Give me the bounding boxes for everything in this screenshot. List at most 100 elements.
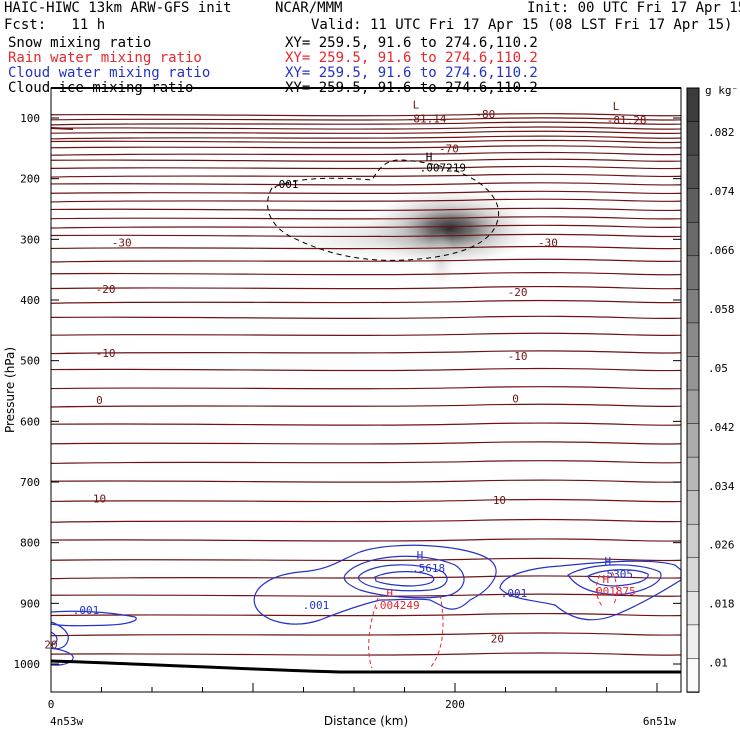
colorbar-bin	[686, 557, 700, 593]
cloud-water-contour	[253, 544, 497, 625]
cloud-water-contour	[567, 564, 662, 595]
colorbar-unit: g kg⁻¹	[705, 84, 740, 97]
temperature-contour-label: 20	[44, 639, 57, 652]
cloud-water-max-value: .5305	[600, 568, 633, 581]
temperature-contour	[50, 299, 682, 304]
colorbar-tick-label: .066	[708, 244, 735, 257]
temperature-min-marker: L	[613, 100, 620, 113]
temperature-contour	[50, 386, 682, 390]
cloud-water-max-marker: H	[605, 555, 612, 568]
field-xy-rain: XY= 259.5, 91.6 to 274.6,110.2	[285, 50, 538, 66]
colorbar-bin	[686, 423, 700, 458]
colorbar-bin	[686, 356, 700, 391]
temperature-contour	[50, 165, 682, 170]
colorbar-tick-label: .082	[708, 126, 735, 139]
colorbar-tick-label: .026	[708, 539, 735, 552]
temperature-contour	[50, 173, 682, 178]
temperature-contour-label: 10	[493, 494, 506, 507]
temperature-contour-label: 0	[96, 394, 103, 407]
cloud-water-contour	[50, 610, 137, 627]
temperature-min-marker: L	[413, 99, 420, 112]
temperature-contour-label: -30	[112, 236, 132, 249]
temperature-contour	[50, 479, 682, 483]
temperature-min-value: -81.14	[407, 113, 447, 126]
temperature-contour	[50, 139, 682, 144]
colorbar-bin	[686, 523, 700, 559]
rain-water-contour	[429, 594, 444, 669]
plot-frame	[50, 87, 682, 693]
temperature-contour	[50, 145, 682, 149]
temperature-contour	[50, 207, 682, 212]
colorbar-bin	[686, 624, 700, 660]
field-label-rain: Rain water mixing ratio	[8, 50, 202, 66]
colorbar-bin	[686, 154, 700, 190]
snow-contour-label: .001	[272, 178, 299, 191]
colorbar-bin	[686, 456, 700, 492]
terrain-line	[50, 659, 681, 674]
y-tick-label: 500	[20, 355, 40, 368]
temperature-contour	[50, 113, 682, 117]
colorbar-bin	[686, 490, 700, 525]
colorbar-bin	[686, 591, 700, 626]
colorbar-tick-label: .05	[708, 362, 728, 375]
temperature-contour-label: 0	[512, 392, 519, 405]
cloud-water-contour-label: .001	[303, 599, 330, 612]
y-tick-label: 600	[20, 415, 40, 428]
temperature-contour	[50, 233, 682, 238]
colorbar-tick-label: .034	[708, 480, 735, 493]
temperature-contour-label: -30	[538, 236, 558, 249]
temperature-contour	[50, 593, 682, 597]
colorbar-frame	[686, 87, 700, 693]
colorbar-tick-label: .042	[708, 421, 735, 434]
temperature-contour-label: 10	[93, 492, 106, 505]
y-tick-label: 800	[20, 537, 40, 550]
temperature-contour	[50, 224, 682, 229]
cloud-water-contour	[374, 571, 435, 587]
field-xy-snow: XY= 259.5, 91.6 to 274.6,110.2	[285, 35, 538, 51]
colorbar-bin	[686, 255, 700, 291]
rain-water-contour	[595, 574, 603, 607]
temperature-contour	[50, 350, 682, 355]
colorbar-tick-label: .01	[708, 657, 728, 670]
temperature-contour	[50, 117, 682, 121]
x-tick-label: 200	[445, 698, 465, 711]
field-xy-cloud-water: XY= 259.5, 91.6 to 274.6,110.2	[285, 65, 538, 81]
temperature-contour	[50, 652, 682, 656]
temperature-contour	[50, 151, 682, 156]
y-tick-label: 300	[20, 233, 40, 246]
temperature-contour	[50, 182, 682, 186]
colorbar-bin	[686, 221, 700, 257]
field-label-snow: Snow mixing ratio	[8, 35, 152, 51]
temperature-contour-label: -80	[475, 108, 495, 121]
init-time: Init: 00 UTC Fri 17 Apr 15	[527, 0, 740, 16]
temperature-contour	[50, 158, 682, 162]
temperature-contour	[50, 216, 682, 220]
cloud-water-max-value: .5618	[412, 562, 445, 575]
field-label-cloud-water: Cloud water mixing ratio	[8, 65, 211, 81]
temperature-contour	[50, 121, 682, 126]
y-tick-label: 200	[20, 173, 40, 186]
temperature-contour	[50, 632, 682, 637]
temperature-contour	[50, 460, 682, 464]
temperature-contour	[50, 130, 682, 135]
colorbar-bin	[686, 658, 700, 693]
temperature-contour	[50, 135, 682, 140]
colorbar-bin	[686, 322, 700, 358]
snow-contour	[267, 159, 500, 261]
colorbar-tick-label: .058	[708, 303, 735, 316]
y-tick-label: 900	[20, 597, 40, 610]
temperature-contour	[50, 367, 682, 372]
temperature-contour	[50, 126, 682, 130]
temperature-contour	[50, 285, 682, 290]
temperature-contour	[50, 441, 682, 445]
temperature-contour	[50, 612, 682, 617]
temperature-contour	[50, 518, 682, 523]
temperature-min-value: -81.28	[607, 114, 647, 127]
cloud-water-contour	[499, 560, 682, 621]
x-axis-label: Distance (km)	[324, 714, 408, 728]
temperature-contour	[50, 315, 682, 320]
temperature-contour	[50, 575, 682, 580]
cloud-water-contour	[50, 631, 58, 646]
